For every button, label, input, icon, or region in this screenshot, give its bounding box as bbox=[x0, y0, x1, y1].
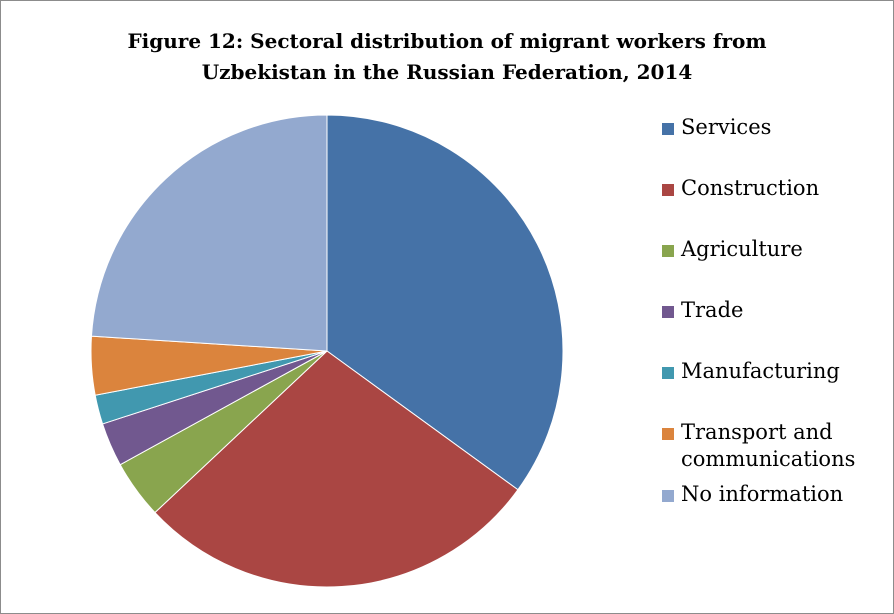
legend-item-manufacturing: Manufacturing bbox=[662, 358, 881, 385]
legend-label-construction: Construction bbox=[681, 175, 881, 202]
legend-label-line: No information bbox=[681, 482, 844, 506]
legend-label-agriculture: Agriculture bbox=[681, 236, 881, 263]
legend-swatch-no-information bbox=[662, 490, 674, 502]
legend-item-construction: Construction bbox=[662, 175, 881, 202]
legend-label-line: Transport and bbox=[681, 420, 833, 444]
legend-item-transport-and-communications: Transport and communications bbox=[662, 419, 881, 473]
legend-swatch-transport-and-communications bbox=[662, 428, 674, 440]
pie-slice-construction bbox=[154, 350, 519, 588]
legend-label-line: Trade bbox=[681, 298, 744, 322]
legend-label-transport-and-communications: Transport and communications bbox=[681, 419, 881, 473]
legend-item-trade: Trade bbox=[662, 297, 881, 324]
legend-label-no-information: No information bbox=[681, 481, 881, 508]
legend-item-services: Services bbox=[662, 114, 881, 141]
chart-title-line-2: Uzbekistan in the Russian Federation, 20… bbox=[201, 60, 693, 84]
legend-label-manufacturing: Manufacturing bbox=[681, 358, 881, 385]
legend-item-agriculture: Agriculture bbox=[662, 236, 881, 263]
legend-swatch-agriculture bbox=[662, 245, 674, 257]
legend-item-no-information: No information bbox=[662, 481, 881, 508]
legend-label-line: Services bbox=[681, 115, 772, 139]
legend-label-line: Manufacturing bbox=[681, 359, 840, 383]
legend-label-line: Construction bbox=[681, 176, 820, 200]
legend-swatch-trade bbox=[662, 306, 674, 318]
pie-slice-services bbox=[326, 114, 564, 491]
chart-title-line-1: Figure 12: Sectoral distribution of migr… bbox=[127, 29, 767, 53]
legend-label-services: Services bbox=[681, 114, 881, 141]
chart-title: Figure 12: Sectoral distribution of migr… bbox=[0, 26, 894, 88]
legend-swatch-manufacturing bbox=[662, 367, 674, 379]
legend-label-line: Agriculture bbox=[681, 237, 803, 261]
legend-label-line: communications bbox=[681, 447, 856, 471]
legend-label-trade: Trade bbox=[681, 297, 881, 324]
legend-swatch-services bbox=[662, 123, 674, 135]
pie-slice-no-information bbox=[90, 114, 328, 352]
legend-swatch-construction bbox=[662, 184, 674, 196]
